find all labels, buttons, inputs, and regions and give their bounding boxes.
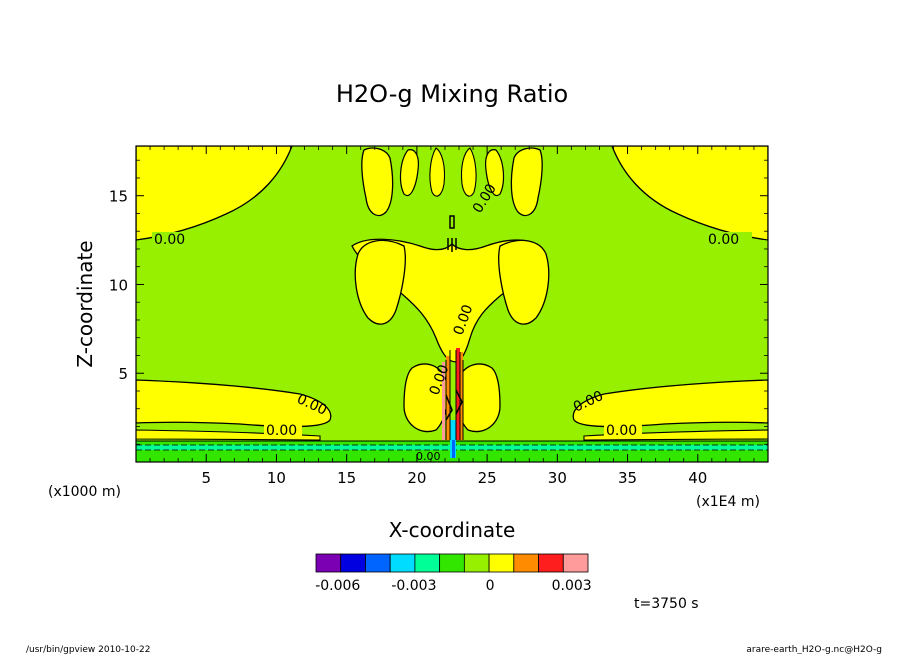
time-label: t=3750 s [634,596,699,612]
chart-title: H2O-g Mixing Ratio [336,80,568,108]
contour-label: 0.00 [606,423,637,439]
contour-label: 0.00 [708,232,739,248]
colorbar-label: -0.003 [391,578,436,594]
colorbar-label: -0.006 [315,578,360,594]
colorbar-swatch [463,553,490,573]
y-axis-label: Z-coordinate [73,240,97,367]
contour-region-upper-finger [485,149,505,197]
contour-region-lower-blob [455,363,501,433]
contour-region-upper-finger [399,149,419,197]
colorbar-swatch [513,553,539,573]
plume-streak [450,420,456,458]
contour-region-upper-finger [510,147,543,217]
contour-region-upper-finger [429,147,446,197]
contour-region-ground-band [136,429,321,441]
contour-region-lower-blob [403,363,449,433]
plume-contours [445,389,463,421]
colorbar [315,553,589,573]
contour-region-lower-right-band [572,379,768,428]
plume-streak [452,440,455,458]
colorbar-swatch [365,553,391,573]
contour-label: 0.00 [266,423,297,439]
plume-contours [445,350,464,440]
contour-label: 0.00 [154,232,185,248]
colorbar-swatch [562,553,589,573]
y-tick-label: 15 [109,188,128,206]
colorbar-label: 0.003 [552,578,592,594]
colorbar-labels: -0.006 -0.003 0 0.003 [315,578,592,594]
colorbar-swatch [389,553,416,573]
contour-region-upper-finger [460,147,477,197]
colorbar-label: 0 [486,578,495,594]
contour-region-ground-band [583,429,768,441]
colorbar-swatch [488,553,515,573]
footer-left: /usr/bin/gpview 2010-10-22 [26,645,150,654]
x-tick-label: 5 [201,469,211,487]
colorbar-swatch [439,553,465,573]
x-axis-label: X-coordinate [389,518,516,542]
x-tick-label: 25 [478,469,497,487]
colorbar-swatch [340,553,366,573]
colorbar-swatch [414,553,441,573]
x-axis: 5 10 15 20 25 30 35 40 [149,146,755,487]
y-tick-label: 5 [118,365,128,383]
contour-field [136,146,768,462]
x-tick-label: 35 [618,469,637,487]
x-tick-label: 30 [548,469,567,487]
plume-streak [460,352,463,440]
plume-streak [442,362,445,440]
contour-region-side-lobe [498,239,550,325]
plume-top-contours [447,215,457,252]
colorbar-swatch [538,553,564,573]
x-tick-label: 15 [337,469,356,487]
contour-region-lower-left-band [136,379,332,428]
x-tick-label: 40 [688,469,707,487]
footer-right: arare-earth_H2O-g.nc@H2O-g [746,645,882,654]
x-tick-label: 10 [267,469,286,487]
contour-region-upper-finger [361,147,394,217]
colorbar-swatch [315,553,342,573]
x-axis-scale-note: (x1E4 m) [696,494,760,510]
contour-region-side-lobe [354,239,406,325]
x-axis-unit: (x1000 m) [48,484,121,500]
y-tick-label: 10 [109,276,128,294]
plot-frame [135,145,769,463]
contour-label: 0.00 [416,450,441,463]
x-tick-label: 20 [407,469,426,487]
y-axis: 5 10 15 [109,159,768,445]
